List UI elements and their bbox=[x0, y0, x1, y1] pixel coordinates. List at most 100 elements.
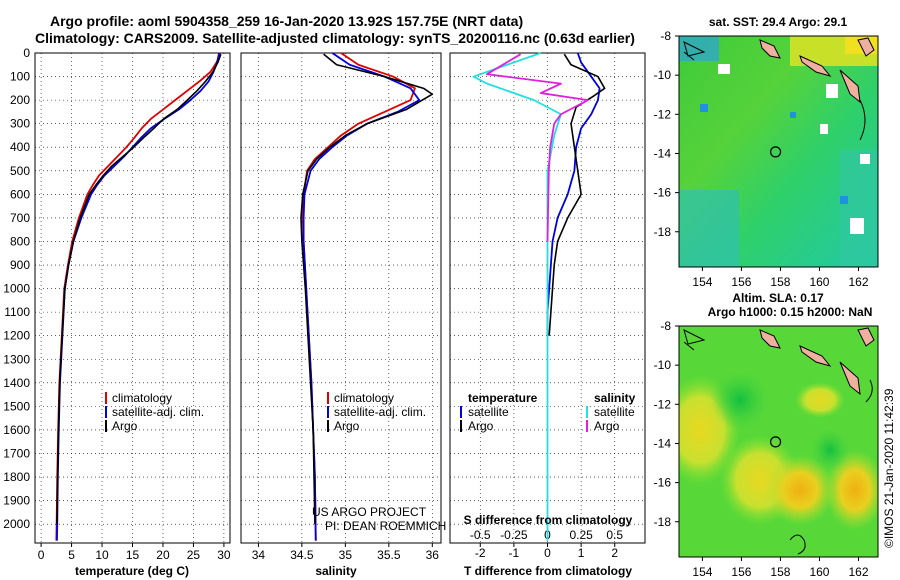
sst-cool-patch bbox=[840, 150, 878, 267]
x-tick-label: 35.5 bbox=[377, 548, 401, 562]
coast-contour bbox=[683, 329, 873, 403]
temperature-axis-label: temperature (deg C) bbox=[75, 564, 189, 578]
x-tick-label: 20 bbox=[156, 548, 170, 562]
x-tick-label: 34.5 bbox=[290, 548, 314, 562]
legend-t-satellite-label: satellite bbox=[468, 405, 509, 419]
salinity-axis-label: salinity bbox=[315, 564, 357, 578]
x-tick-label: 10 bbox=[95, 548, 109, 562]
sst-float-location-marker bbox=[769, 146, 782, 158]
figure-title-line1: Argo profile: aoml 5904358_259 16-Jan-20… bbox=[50, 13, 523, 29]
map-lat-label: -10 bbox=[654, 68, 672, 82]
series-line-s-satellite bbox=[472, 52, 562, 541]
x-tick-label: 2 bbox=[611, 546, 618, 560]
temperature-legend: climatology satellite-adj. clim. Argo bbox=[105, 391, 204, 433]
depth-tick-label: 2000 bbox=[3, 517, 30, 531]
x-tick-label: 25 bbox=[187, 548, 201, 562]
map-lon-label: 160 bbox=[809, 275, 829, 289]
s-diff-tick-label: 0.5 bbox=[606, 528, 623, 542]
x-tick-label: -1 bbox=[509, 546, 520, 560]
map-lon-label: 158 bbox=[770, 565, 790, 579]
x-tick-label: 30 bbox=[217, 548, 231, 562]
x-tick-label: 0 bbox=[38, 548, 45, 562]
sst-cloud-gap bbox=[850, 218, 864, 234]
depth-tick-label: 1400 bbox=[3, 376, 30, 390]
map-lon-label: 154 bbox=[692, 275, 712, 289]
depth-tick-label: 300 bbox=[10, 117, 30, 131]
depth-tick-label: 1600 bbox=[3, 423, 30, 437]
sst-map-frame bbox=[678, 35, 879, 268]
project-credit: US ARGO PROJECT bbox=[312, 505, 427, 519]
depth-tick-label: 0 bbox=[23, 46, 30, 60]
legend-satellite-label: satellite-adj. clim. bbox=[112, 405, 204, 419]
sla-map-title-line1: Altim. SLA: 0.17 bbox=[732, 291, 824, 305]
depth-tick-label: 1300 bbox=[3, 352, 30, 366]
sst-cloud-gap bbox=[860, 154, 870, 164]
legend-t-argo-label: Argo bbox=[468, 419, 494, 433]
depth-tick-label: 200 bbox=[10, 93, 30, 107]
legend-satellite-label: satellite-adj. clim. bbox=[334, 405, 426, 419]
x-tick-label: 1 bbox=[578, 546, 585, 560]
map-lat-label: -14 bbox=[654, 146, 672, 160]
legend-temperature-title: temperature bbox=[468, 391, 538, 405]
x-tick-label: 0 bbox=[544, 546, 551, 560]
depth-tick-label: 800 bbox=[10, 234, 30, 248]
sst-blue-pixel bbox=[840, 196, 848, 204]
profile-lines bbox=[55, 52, 606, 541]
sst-cloud-gap bbox=[718, 64, 730, 74]
depth-tick-label: 1200 bbox=[3, 329, 30, 343]
depth-contour bbox=[859, 99, 866, 141]
sla-map bbox=[679, 326, 878, 557]
figure-title-line2: Climatology: CARS2009. Satellite-adjuste… bbox=[35, 30, 635, 46]
depth-tick-label: 900 bbox=[10, 258, 30, 272]
depth-tick-label: 700 bbox=[10, 211, 30, 225]
coast-contour bbox=[683, 41, 706, 61]
legend-s-satellite-label: satellite bbox=[594, 405, 635, 419]
sst-cloud-gap bbox=[826, 84, 838, 98]
grid-layer bbox=[35, 52, 645, 543]
map-lat-label: -8 bbox=[660, 319, 671, 333]
series-line-climatology bbox=[301, 52, 416, 541]
map-lon-label: 162 bbox=[848, 565, 868, 579]
sla-map-title-line2: Argo h1000: 0.15 h2000: NaN bbox=[708, 305, 873, 319]
sla-map-frame bbox=[678, 325, 879, 558]
series-line-argo bbox=[300, 53, 434, 525]
x-tick-label: 35 bbox=[339, 548, 353, 562]
legend-climatology-label: climatology bbox=[334, 391, 394, 405]
t-difference-axis-label: T difference from climatology bbox=[464, 564, 632, 578]
x-tick-label: 15 bbox=[126, 548, 140, 562]
sst-blue-pixel bbox=[700, 104, 708, 112]
sla-float-location-marker bbox=[769, 436, 782, 448]
sst-map bbox=[679, 36, 878, 267]
sla-low-anomaly bbox=[710, 370, 770, 430]
legend-s-argo-label: Argo bbox=[594, 419, 620, 433]
sst-cool-patch bbox=[679, 36, 719, 61]
series-line-t-argo bbox=[548, 53, 606, 336]
series-line-satellite-adj-clim- bbox=[56, 52, 220, 541]
salinity-legend: climatology satellite-adj. clim. Argo bbox=[327, 391, 426, 433]
map-lon-label: 156 bbox=[731, 275, 751, 289]
map-lon-label: 160 bbox=[809, 565, 829, 579]
series-line-climatology bbox=[55, 52, 222, 541]
depth-tick-label: 500 bbox=[10, 164, 30, 178]
series-line-t-satellite bbox=[546, 52, 601, 336]
legend-argo-label: Argo bbox=[112, 419, 138, 433]
map-lat-label: -16 bbox=[654, 186, 672, 200]
x-tick-label: -2 bbox=[475, 546, 486, 560]
depth-tick-label: 400 bbox=[10, 140, 30, 154]
map-lat-label: -16 bbox=[654, 476, 672, 490]
series-line-satellite-adj-clim- bbox=[302, 52, 421, 541]
s-diff-tick-label: -0.25 bbox=[500, 528, 528, 542]
sst-blue-pixel bbox=[790, 112, 796, 118]
sla-high-anomaly bbox=[795, 382, 845, 418]
map-lon-label: 158 bbox=[770, 275, 790, 289]
map-lon-label: 154 bbox=[692, 565, 712, 579]
sla-high-anomaly-peak bbox=[765, 455, 835, 525]
legend-climatology-label: climatology bbox=[112, 391, 172, 405]
x-tick-label: 5 bbox=[68, 548, 75, 562]
difference-legend: temperature satellite Argo salinity sate… bbox=[460, 391, 636, 433]
depth-tick-label: 100 bbox=[10, 70, 30, 84]
map-lat-label: -14 bbox=[654, 436, 672, 450]
sla-low-anomaly bbox=[810, 428, 850, 472]
depth-tick-label: 1500 bbox=[3, 399, 30, 413]
